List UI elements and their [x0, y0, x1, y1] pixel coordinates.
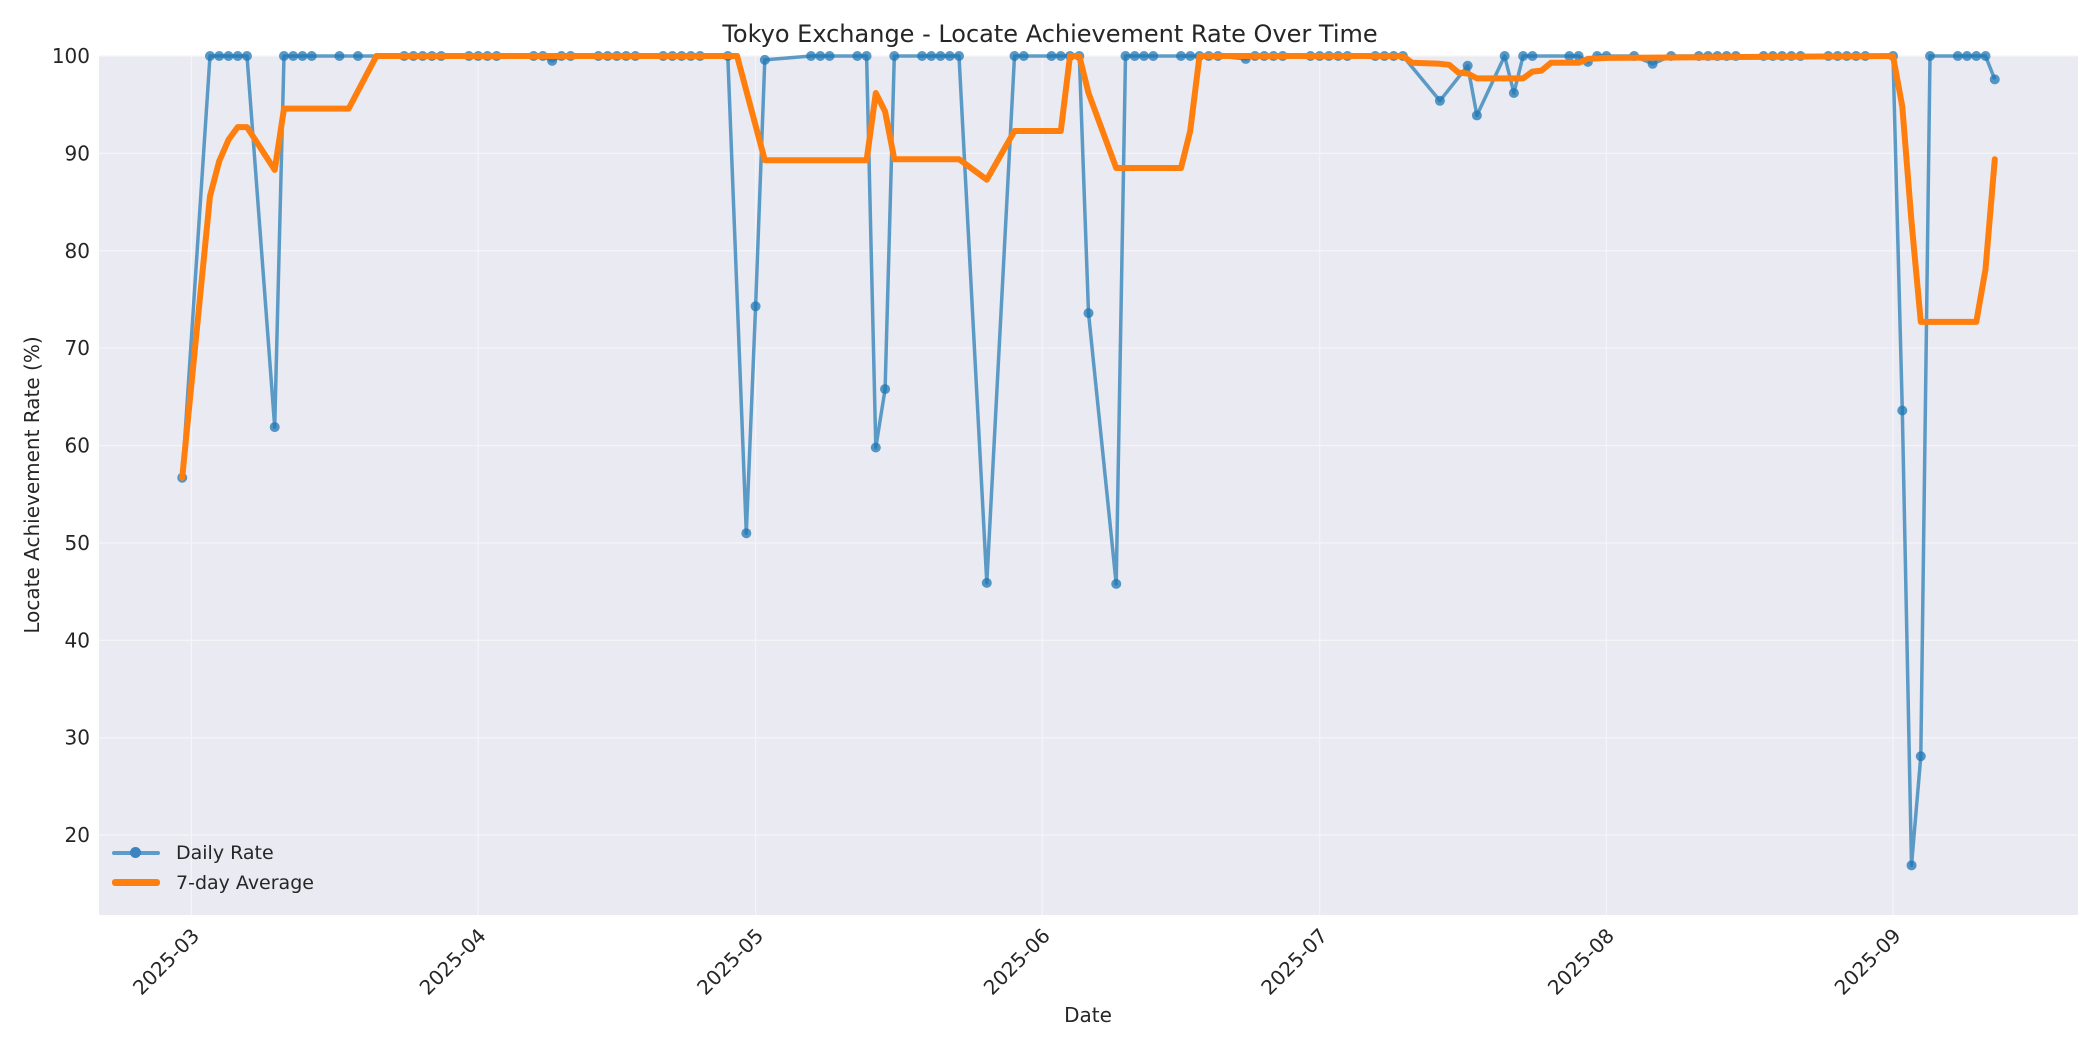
svg-text:2025-05: 2025-05 [692, 924, 768, 1000]
gridlines [99, 55, 2078, 915]
svg-text:70: 70 [65, 336, 90, 360]
svg-text:2025-08: 2025-08 [1543, 924, 1619, 1000]
svg-text:2025-03: 2025-03 [128, 924, 204, 1000]
x-axis-label: Date [1064, 1003, 1112, 1027]
svg-text:2025-09: 2025-09 [1830, 924, 1906, 1000]
line-marker-icon [112, 843, 160, 863]
svg-text:2025-07: 2025-07 [1256, 924, 1332, 1000]
svg-text:2025-04: 2025-04 [415, 924, 491, 1000]
line-icon [112, 873, 160, 893]
svg-text:100: 100 [52, 44, 90, 68]
svg-text:20: 20 [65, 823, 90, 847]
legend-item-7day-average: 7-day Average [112, 868, 314, 898]
svg-text:2025-06: 2025-06 [979, 924, 1055, 1000]
svg-text:60: 60 [65, 434, 90, 458]
legend-label: 7-day Average [176, 872, 314, 894]
svg-text:40: 40 [65, 628, 90, 652]
svg-text:30: 30 [65, 726, 90, 750]
legend: Daily Rate 7-day Average [112, 838, 314, 898]
chart-title: Tokyo Exchange - Locate Achievement Rate… [722, 20, 1378, 48]
legend-item-daily-rate: Daily Rate [112, 838, 314, 868]
svg-text:50: 50 [65, 531, 90, 555]
y-axis-ticks: 20 30 40 50 60 70 80 90 100 [52, 44, 90, 847]
x-axis-ticks: 2025-03 2025-04 2025-05 2025-06 2025-07 2025-… [128, 924, 1906, 1000]
legend-label: Daily Rate [176, 842, 274, 864]
plot-background [99, 56, 2078, 915]
svg-text:90: 90 [65, 141, 90, 165]
svg-text:80: 80 [65, 239, 90, 263]
seven-day-average-series [179, 53, 1998, 481]
